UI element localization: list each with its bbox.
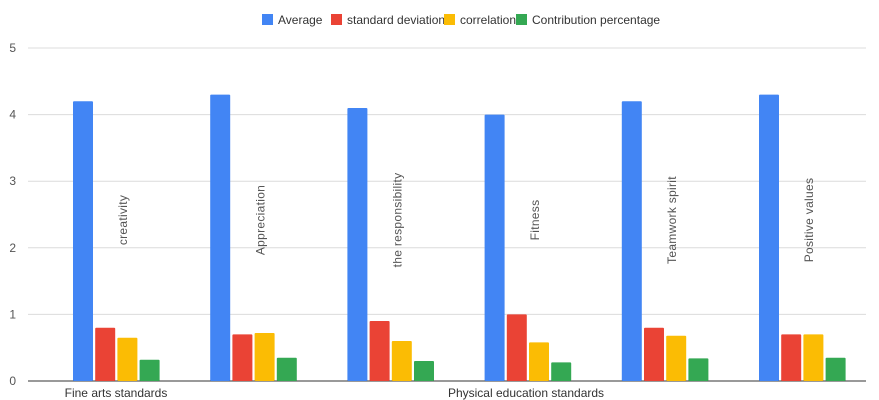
bar-correlation (254, 333, 275, 381)
legend-label: standard deviation (347, 13, 445, 27)
bar-contribution-percentage (551, 362, 572, 381)
bar-contribution-percentage (276, 357, 297, 381)
bar-correlation (529, 342, 549, 381)
bar-correlation (803, 334, 824, 381)
bar-correlation (666, 335, 687, 381)
bar-standard-deviation (781, 334, 802, 381)
legend-swatch (516, 14, 527, 25)
category-labels: creativity Appreciation the responsibility… (116, 173, 816, 268)
bar-standard-deviation (644, 327, 664, 381)
bar-contribution-percentage (414, 361, 434, 381)
bar-average (73, 101, 93, 381)
bars (73, 94, 846, 382)
group-label-fine-arts: Fine arts standards (65, 386, 168, 400)
bar-correlation (117, 337, 138, 381)
bar-contribution-percentage (688, 358, 709, 381)
y-tick-label: 0 (9, 374, 16, 388)
bar-standard-deviation (95, 327, 116, 381)
bar-average (210, 94, 231, 382)
legend-swatch (444, 14, 455, 25)
y-axis: 0 1 2 3 4 5 (9, 41, 16, 388)
category-label: Positive values (802, 178, 816, 263)
y-tick-label: 5 (9, 41, 16, 55)
category-label: creativity (116, 195, 130, 245)
category-label: the responsibility (391, 173, 405, 268)
category-label: Fitness (528, 200, 542, 241)
y-tick-label: 1 (9, 307, 16, 321)
gridlines (28, 47, 866, 382)
bar-average (759, 94, 779, 382)
category-label: Teamwork spirit (665, 176, 679, 264)
legend-label: correlation (460, 13, 516, 27)
category-label: Appreciation (253, 185, 267, 255)
bar-contribution-percentage (825, 357, 846, 381)
bar-average (347, 107, 368, 381)
legend-swatch (331, 14, 342, 25)
bar-average (621, 101, 642, 381)
bar-contribution-percentage (139, 359, 160, 381)
bar-average (484, 114, 505, 381)
bar-standard-deviation (369, 321, 390, 381)
x-axis: Fine arts standards Physical education st… (65, 386, 604, 400)
y-tick-label: 2 (9, 241, 16, 255)
legend-label: Contribution percentage (532, 13, 660, 27)
legend-swatch (262, 14, 273, 25)
y-tick-label: 4 (9, 108, 16, 122)
legend: Average standard deviation correlation Cont… (262, 13, 660, 27)
y-tick-label: 3 (9, 174, 16, 188)
bar-correlation (391, 341, 412, 381)
bar-standard-deviation (506, 314, 527, 381)
group-label-physical-education: Physical education standards (448, 386, 604, 400)
legend-label: Average (278, 13, 323, 27)
bar-standard-deviation (232, 334, 253, 381)
